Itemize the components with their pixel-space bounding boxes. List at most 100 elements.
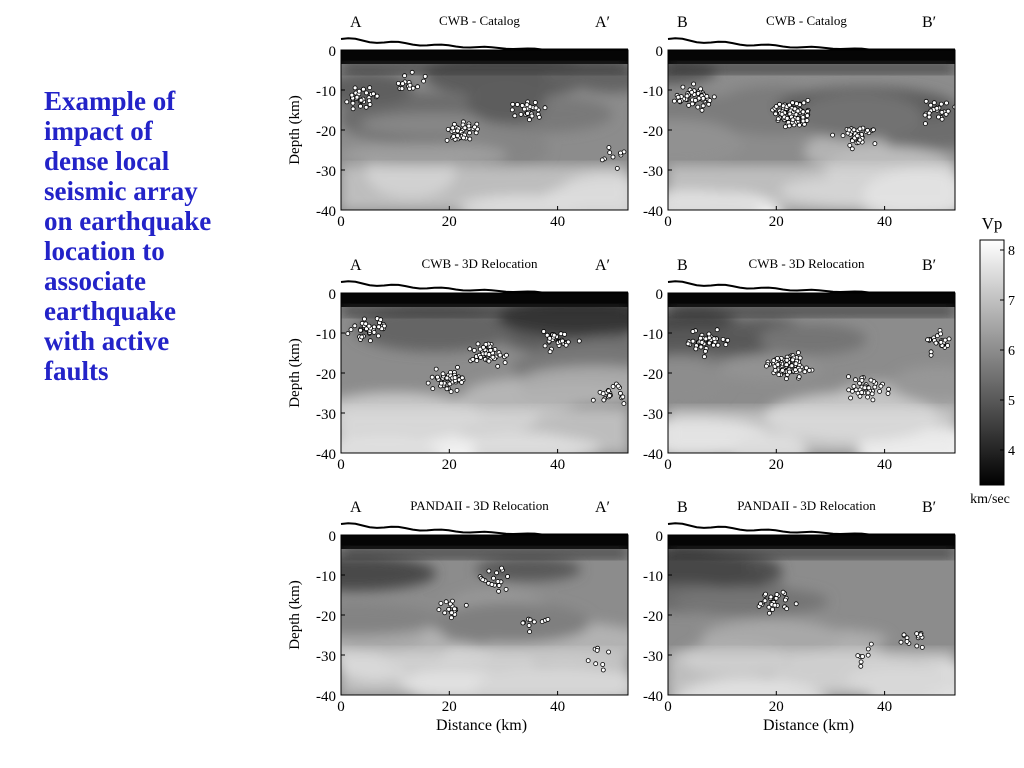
hypocenter (675, 94, 681, 100)
hypocenter (786, 123, 792, 129)
hypocenter (904, 639, 910, 644)
x-tick-label: 0 (664, 699, 672, 715)
hypocenter (606, 145, 612, 150)
hypocenter (853, 377, 858, 383)
velocity-field (668, 535, 955, 695)
hypocenter (934, 105, 940, 111)
hypocenter (395, 81, 401, 86)
hypocenter (946, 336, 952, 342)
x-tick-label: 40 (550, 214, 565, 230)
hypocenter (519, 103, 525, 108)
hypocenter (359, 334, 365, 340)
x-tick-label: 20 (769, 214, 784, 230)
y-tick-label: -20 (643, 367, 663, 383)
hypocenter (505, 574, 511, 579)
hypocenter (606, 649, 611, 655)
hypocenter (452, 606, 457, 612)
hypocenter (367, 85, 373, 91)
hypocenter (870, 397, 876, 403)
y-tick-label: -30 (316, 649, 336, 665)
hypocenter (358, 97, 364, 103)
hypocenter (865, 394, 870, 400)
hypocenter (780, 589, 786, 595)
hypocenter (510, 101, 516, 107)
hypocenter (363, 321, 369, 327)
profile-end-label: B′ (922, 257, 936, 274)
hypocenter (345, 331, 351, 337)
hypocenter (926, 114, 932, 120)
hypocenter (354, 94, 360, 100)
hypocenter (421, 78, 427, 84)
hypocenter (938, 339, 944, 345)
hypocenter (885, 391, 891, 396)
hypocenter (846, 387, 852, 393)
hypocenter (772, 602, 778, 608)
hypocenter (409, 69, 415, 75)
hypocenter (489, 582, 495, 587)
hypocenter (796, 374, 802, 380)
hypocenter (459, 375, 465, 381)
hypocenter (455, 133, 461, 139)
hypocenter (529, 113, 535, 119)
hypocenter (541, 329, 547, 334)
hypocenter (542, 105, 548, 111)
hypocenter (926, 110, 932, 116)
hypocenter (914, 631, 920, 636)
colorbar-tick-label: 6 (1008, 344, 1015, 359)
hypocenter (527, 617, 533, 623)
profile-start-label: B (677, 14, 688, 31)
y-tick-label: -40 (643, 447, 663, 463)
hypocenter (349, 92, 355, 98)
hypocenter (773, 104, 779, 109)
hypocenter (606, 388, 611, 394)
hypocenter (848, 395, 853, 401)
x-tick-label: 20 (442, 457, 457, 473)
hypocenter (868, 377, 874, 383)
colorbar-ticks: 8 7 6 5 4 (1000, 244, 1015, 459)
profile-end-label: B′ (922, 499, 936, 516)
hypocenter (685, 341, 691, 347)
hypocenter (691, 81, 696, 87)
panel-title: PANDAII - 3D Relocation (410, 498, 549, 513)
hypocenter (551, 332, 557, 338)
hypocenter (495, 579, 501, 584)
hypocenter (407, 82, 413, 88)
y-tick-label: -40 (643, 689, 663, 705)
y-tick-label: 0 (329, 529, 337, 545)
hypocenter (600, 391, 606, 397)
hypocenter (402, 73, 408, 79)
hypocenter (545, 617, 551, 622)
hypocenter (771, 358, 777, 364)
hypocenter (614, 165, 620, 171)
hypocenter (698, 86, 703, 92)
hypocenter (497, 352, 503, 358)
hypocenter (698, 344, 704, 350)
hypocenter (518, 112, 524, 117)
hypocenter (446, 606, 452, 612)
hypocenter (865, 652, 871, 658)
hypocenter (707, 98, 713, 103)
hypocenter (615, 383, 621, 389)
hypocenter (442, 610, 448, 616)
y-tick-label: -20 (643, 609, 663, 625)
x-tick-label: 20 (769, 457, 784, 473)
hypocenter (607, 393, 612, 399)
hypocenter (532, 100, 538, 105)
y-tick-label: -40 (316, 689, 336, 705)
hypocenter (533, 105, 539, 111)
hypocenter (706, 331, 712, 337)
hypocenter (503, 352, 509, 358)
hypocenter (763, 591, 768, 597)
x-tick-label: 40 (550, 699, 565, 715)
hypocenter (784, 376, 789, 382)
hypocenter (370, 91, 376, 97)
hypocenter (720, 336, 726, 342)
hypocenter (869, 391, 875, 397)
y-tick-label: 0 (329, 287, 337, 303)
hypocenter (901, 632, 907, 638)
hypocenter (471, 347, 477, 353)
hypocenter (680, 84, 686, 90)
hypocenter (865, 646, 871, 652)
